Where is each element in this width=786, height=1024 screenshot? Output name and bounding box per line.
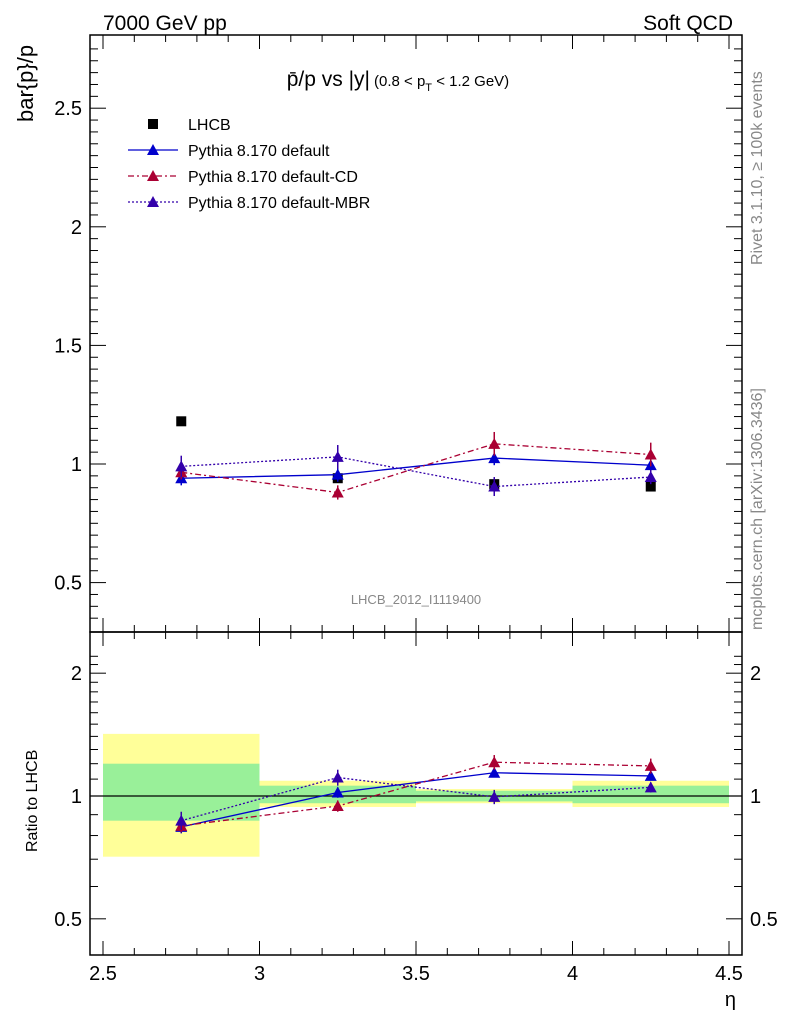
main-series-line-dotted bbox=[181, 456, 651, 488]
main-point-dashdot bbox=[331, 486, 344, 498]
title-note-prefix: (0.8 < p bbox=[374, 73, 425, 90]
ratio-y-tick-label-left: 0.5 bbox=[54, 909, 82, 931]
main-point-dashdot bbox=[488, 437, 501, 449]
main-title: p̄/p vs |y| bbox=[287, 68, 370, 91]
main-title-note: (0.8 < pT < 1.2 GeV) bbox=[374, 73, 509, 94]
header-left: 7000 GeV pp bbox=[103, 12, 227, 35]
ratio-point-solid bbox=[644, 769, 657, 781]
legend: LHCB Pythia 8.170 default Pythia 8.170 def… bbox=[128, 117, 370, 212]
legend-label: LHCB bbox=[188, 117, 231, 134]
main-y-tick-label: 1 bbox=[71, 454, 82, 476]
ratio-series-line-dotted bbox=[181, 776, 651, 822]
legend-marker-solid bbox=[147, 144, 159, 155]
ratio-y-tick-label-right: 2 bbox=[750, 663, 761, 685]
x-tick-label: 4 bbox=[567, 963, 578, 985]
main-y-tick-label: 2.5 bbox=[54, 98, 82, 120]
main-point-data bbox=[645, 481, 656, 492]
title-note-sub: T bbox=[425, 82, 432, 94]
x-axis-label: η bbox=[725, 989, 736, 1011]
header-right: Soft QCD bbox=[643, 12, 733, 35]
ratio-point-dashdot bbox=[488, 756, 501, 768]
legend-marker-data bbox=[148, 119, 158, 129]
ratio-band-inner bbox=[103, 763, 260, 821]
main-point-dashdot bbox=[644, 448, 657, 460]
ratio-series-line-dashdot bbox=[181, 761, 651, 827]
main-y-tick-label: 1.5 bbox=[54, 335, 82, 357]
main-point-dotted bbox=[488, 480, 501, 492]
ratio-y-tick-label-left: 1 bbox=[71, 786, 82, 808]
ratio-point-dotted bbox=[331, 771, 344, 783]
legend-label: Pythia 8.170 default-CD bbox=[188, 169, 358, 186]
ratio-point-dashdot bbox=[331, 800, 344, 812]
ratio-point-solid bbox=[331, 786, 344, 798]
ratio-panel: Ratio to LHCB 0.5 0.5 1 1 2 2 bbox=[24, 631, 778, 956]
analysis-watermark: LHCB_2012_I1119400 bbox=[351, 592, 481, 607]
x-tick-label: 4.5 bbox=[715, 963, 743, 985]
main-y-tick-label: 2 bbox=[71, 217, 82, 239]
main-point-dotted bbox=[175, 460, 188, 472]
ratio-series-line-solid bbox=[181, 772, 651, 828]
rivet-label: Rivet 3.1.10, ≥ 100k events bbox=[749, 71, 766, 265]
x-tick-label: 3 bbox=[254, 963, 265, 985]
ratio-point-dashdot bbox=[644, 759, 657, 771]
main-point-solid bbox=[331, 468, 344, 480]
legend-marker-dotted bbox=[147, 196, 159, 207]
legend-label: Pythia 8.170 default bbox=[188, 143, 330, 160]
ratio-y-tick-label-left: 2 bbox=[71, 663, 82, 685]
main-point-solid bbox=[488, 452, 501, 464]
main-y-tick-label: 0.5 bbox=[54, 573, 82, 595]
main-point-dotted bbox=[331, 450, 344, 462]
main-panel: bar{p}/p p̄/p vs |y| (0.8 < pT < 1.2 GeV… bbox=[13, 34, 743, 633]
ratio-point-dotted bbox=[488, 790, 501, 802]
main-series-line-solid bbox=[181, 457, 651, 479]
x-tick-label: 3.5 bbox=[402, 963, 430, 985]
legend-label: Pythia 8.170 default-MBR bbox=[188, 195, 370, 212]
ratio-point-dotted bbox=[175, 814, 188, 826]
ratio-y-tick-label-right: 0.5 bbox=[750, 909, 778, 931]
title-note-suffix: < 1.2 GeV) bbox=[432, 73, 509, 90]
main-point-dotted bbox=[644, 471, 657, 483]
main-y-axis-label: bar{p}/p bbox=[13, 45, 38, 122]
ratio-point-solid bbox=[488, 766, 501, 778]
legend-marker-dashdot bbox=[147, 170, 159, 181]
main-series-line-dashdot bbox=[181, 443, 651, 494]
x-tick-label: 2.5 bbox=[89, 963, 117, 985]
main-point-data bbox=[176, 416, 187, 427]
ratio-y-axis-label: Ratio to LHCB bbox=[24, 750, 41, 852]
mcplots-label: mcplots.cern.ch [arXiv:1306.3436] bbox=[749, 388, 766, 630]
ratio-point-dotted bbox=[644, 781, 657, 793]
ratio-y-tick-label-right: 1 bbox=[750, 786, 761, 808]
